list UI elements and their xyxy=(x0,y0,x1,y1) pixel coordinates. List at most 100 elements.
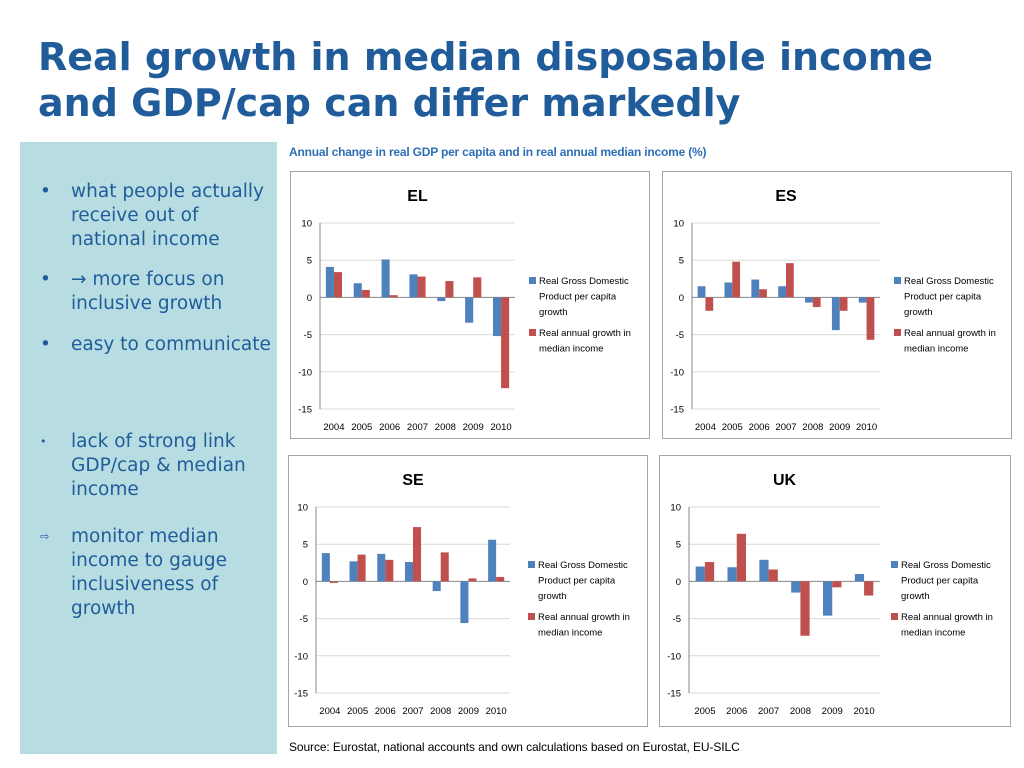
bar-income xyxy=(800,581,810,636)
x-tick-label: 2007 xyxy=(758,706,779,717)
bar-gdp xyxy=(751,279,760,298)
bar-income xyxy=(440,552,449,582)
bar-income xyxy=(389,295,398,298)
y-tick-label: -5 xyxy=(300,614,308,625)
x-tick-label: 2008 xyxy=(802,422,823,433)
bar-gdp xyxy=(465,297,474,323)
bar-gdp xyxy=(432,581,441,592)
bar-gdp xyxy=(727,567,737,582)
bar-gdp xyxy=(759,559,769,582)
y-tick-label: 10 xyxy=(301,219,312,230)
x-tick-label: 2005 xyxy=(694,706,715,717)
y-tick-label: 0 xyxy=(676,577,681,588)
y-tick-label: -5 xyxy=(673,614,681,625)
bar-gdp xyxy=(831,297,840,331)
x-tick-label: 2007 xyxy=(402,706,423,717)
legend-swatch-income xyxy=(891,613,898,620)
bar-gdp xyxy=(409,274,418,298)
x-tick-label: 2006 xyxy=(726,706,747,717)
bullet-marker: ⇨ xyxy=(40,530,50,543)
x-tick-label: 2009 xyxy=(829,422,850,433)
legend-swatch-income xyxy=(528,613,535,620)
x-tick-label: 2006 xyxy=(749,422,770,433)
slide-title: Real growth in median disposable income … xyxy=(38,34,998,126)
bar-gdp xyxy=(404,562,413,582)
bar-income xyxy=(812,297,821,308)
bar-gdp xyxy=(858,297,867,303)
x-tick-label: 2008 xyxy=(790,706,811,717)
bar-gdp xyxy=(697,286,706,298)
bar-gdp xyxy=(823,581,833,616)
y-tick-label: 10 xyxy=(673,219,684,230)
x-tick-label: 2006 xyxy=(379,422,400,433)
bar-gdp xyxy=(791,581,801,593)
y-tick-label: -5 xyxy=(304,330,312,341)
bar-income xyxy=(385,559,394,582)
bar-gdp xyxy=(321,553,330,582)
bar-income xyxy=(413,527,422,582)
x-tick-label: 2005 xyxy=(351,422,372,433)
bar-income xyxy=(768,569,778,582)
x-tick-label: 2009 xyxy=(458,706,479,717)
y-tick-label: 5 xyxy=(303,540,308,551)
legend-label-income: Real annual growth in median income xyxy=(904,328,996,355)
bullet-marker: • xyxy=(40,181,51,202)
chart-panel-se: SE 10 5 0 -5 -10 -15 2004 2005 2006 2007 2008 2009 20… xyxy=(288,455,648,727)
chart-frame xyxy=(659,455,1011,727)
chart-panel-es: ES 10 5 0 -5 -10 -15 2004 2005 2006 2007 2008 2009 20… xyxy=(662,171,1012,439)
x-tick-label: 2010 xyxy=(486,706,507,717)
bar-gdp xyxy=(349,561,358,582)
bar-gdp xyxy=(381,259,390,298)
slide-title-line-1: Real growth in median disposable income xyxy=(38,35,934,79)
x-tick-label: 2010 xyxy=(856,422,877,433)
legend-swatch-gdp xyxy=(529,277,536,284)
x-tick-label: 2010 xyxy=(854,706,875,717)
bar-income xyxy=(759,289,767,298)
bullet-text: easy to communicate xyxy=(71,334,271,355)
bar-gdp xyxy=(377,553,386,582)
sidebar-panel: • what people actually receive out of na… xyxy=(20,142,277,754)
chart-panel-uk: UK 10 5 0 -5 -10 -15 2005 2006 2007 2008 2009 2010 Re… xyxy=(659,455,1011,727)
legend-swatch-gdp xyxy=(528,561,535,568)
bar-income xyxy=(501,297,510,389)
bar-income xyxy=(468,578,477,582)
legend-label-income: Real annual growth in median income xyxy=(901,612,993,639)
bar-income xyxy=(866,297,875,340)
x-tick-label: 2005 xyxy=(722,422,743,433)
bar-income xyxy=(732,261,741,298)
bar-gdp xyxy=(492,297,502,337)
chart-title: EL xyxy=(407,188,428,205)
bar-gdp xyxy=(460,581,469,624)
legend-label-income: Real annual growth in median income xyxy=(539,328,631,355)
x-tick-label: 2008 xyxy=(430,706,451,717)
bar-income xyxy=(786,263,794,298)
y-tick-label: 5 xyxy=(679,256,684,267)
chart-title: UK xyxy=(773,472,797,489)
chart-se: SE 10 5 0 -5 -10 -15 2004 2005 2006 2007 2008 2009 20… xyxy=(288,455,648,727)
bar-income xyxy=(864,581,874,596)
x-tick-label: 2009 xyxy=(463,422,484,433)
y-tick-label: 10 xyxy=(297,503,308,514)
bar-income xyxy=(357,554,366,582)
chart-title: ES xyxy=(775,188,797,205)
bar-income xyxy=(329,581,338,583)
bullet-text: lack of strong link GDP/cap & median inc… xyxy=(71,431,246,500)
legend-label-gdp: Real Gross Domestic Product per capita gro… xyxy=(538,560,628,602)
bullet-text: → more focus on inclusive growth xyxy=(71,269,225,314)
bar-gdp xyxy=(325,266,334,298)
bullet-marker: • xyxy=(40,269,51,290)
chart-panel-el: EL 10 5 0 -5 -10 -15 2004 2005 2006 2007 2008 2009 20… xyxy=(290,171,650,439)
chart-el: EL 10 5 0 -5 -10 -15 2004 2005 2006 2007 2008 2009 20… xyxy=(290,171,650,439)
x-tick-label: 2004 xyxy=(695,422,716,433)
bar-income xyxy=(705,297,714,311)
y-tick-label: -10 xyxy=(294,651,308,662)
y-tick-label: 0 xyxy=(303,577,308,588)
legend-label-gdp: Real Gross Domestic Product per capita gro… xyxy=(539,276,629,318)
bar-income xyxy=(832,581,842,588)
legend-label-gdp: Real Gross Domestic Product per capita gro… xyxy=(904,276,994,318)
x-tick-label: 2007 xyxy=(407,422,428,433)
bar-income xyxy=(361,289,370,298)
x-tick-label: 2008 xyxy=(435,422,456,433)
y-tick-label: -10 xyxy=(667,651,681,662)
bar-income xyxy=(473,277,482,298)
